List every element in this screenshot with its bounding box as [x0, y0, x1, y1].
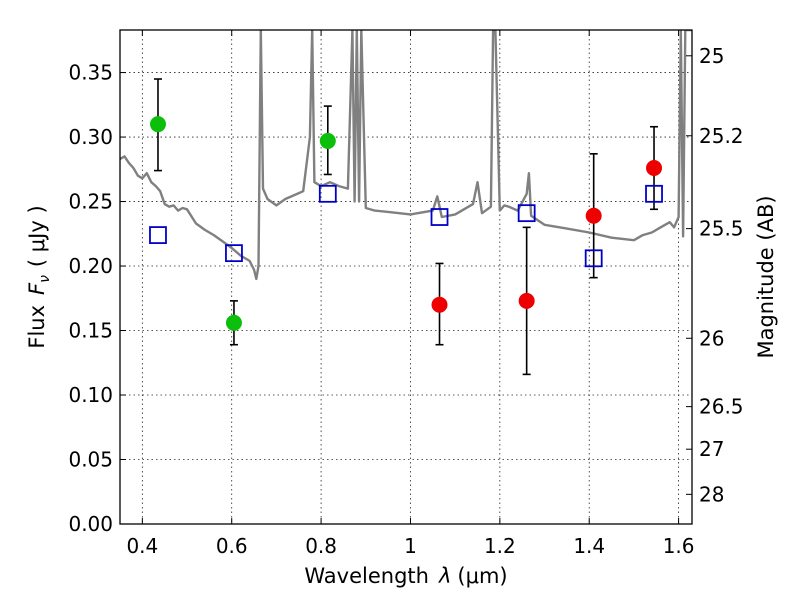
- y-tick-label: 0.00: [68, 512, 113, 536]
- y-tick-label: 0.35: [68, 61, 113, 85]
- data-layer: [120, 30, 692, 376]
- ticks: 0.4 0.6 0.8 1 1.2 1.4 1.6 0.00 0.05 0.10 0.15 0.20 0…: [68, 30, 744, 558]
- photometry-point: [646, 160, 663, 177]
- y-tick-label: 0.10: [68, 383, 113, 407]
- y2-tick-label: 28: [699, 482, 724, 506]
- y2-tick-label: 25.2: [699, 124, 744, 148]
- photometry-point: [585, 207, 602, 224]
- y-tick-label: 0.20: [68, 254, 113, 278]
- y-tick-label: 0.25: [68, 190, 113, 214]
- model-flux-square: [225, 244, 243, 263]
- x-tick-label: 1.2: [484, 534, 516, 558]
- model-flux-square: [430, 208, 449, 226]
- model-flux-square: [645, 184, 663, 203]
- x-tick-label: 1.4: [573, 534, 605, 558]
- y2-tick-label: 26: [699, 326, 724, 350]
- model-flux-square: [318, 184, 337, 203]
- y-tick-label: 0.30: [68, 125, 113, 149]
- model-flux-square: [584, 249, 603, 268]
- photometry-point: [149, 116, 166, 133]
- x-tick-label: 0.4: [126, 534, 158, 558]
- photometry-point: [518, 292, 535, 309]
- y2-tick-label: 27: [699, 437, 724, 461]
- photometry-point: [319, 132, 336, 149]
- model-flux-square: [517, 204, 536, 223]
- x-tick-label: 1.6: [663, 534, 695, 558]
- model-flux-square: [149, 226, 167, 244]
- grid-lines: [120, 30, 692, 524]
- plot-frame: [119, 29, 693, 525]
- y2-tick-label: 25.5: [699, 217, 744, 241]
- template-spectrum-line: [120, 30, 692, 281]
- y2-tick-label: 26.5: [699, 395, 744, 419]
- x-tick-label: 1: [404, 534, 417, 558]
- x-tick-label: 0.8: [305, 534, 337, 558]
- x-tick-label: 0.6: [216, 534, 248, 558]
- y2-tick-label: 25: [699, 44, 724, 68]
- y-tick-label: 0.05: [68, 448, 113, 472]
- photometry-point: [431, 296, 448, 313]
- y-tick-label: 0.15: [68, 319, 113, 343]
- x-axis-label: Wavelength λ (μm): [304, 564, 507, 588]
- y-axis-label: FluxFν( μJy ): [25, 205, 53, 348]
- photometry-point: [225, 314, 242, 331]
- y2-axis-label: Magnitude (AB): [754, 195, 778, 358]
